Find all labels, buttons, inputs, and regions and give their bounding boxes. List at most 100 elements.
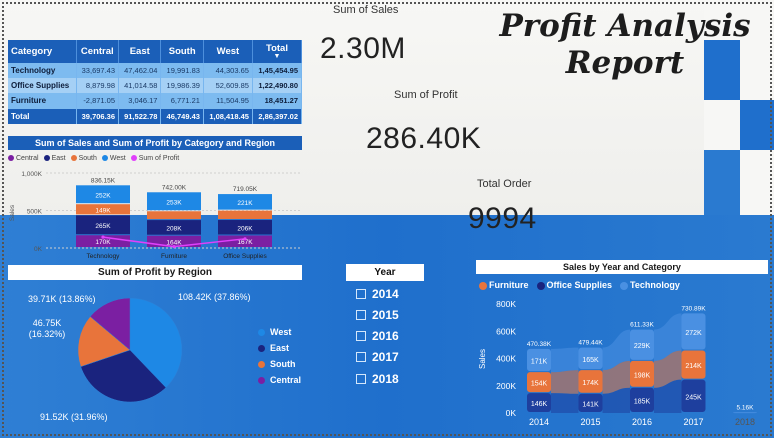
kpi-orders-value[interactable]: 9994 [468, 202, 537, 235]
y-axis-label: Sales [9, 204, 16, 221]
x-tick-label: Furniture [161, 253, 187, 260]
kpi-sales-value[interactable]: 2.30M [320, 32, 406, 65]
category-chart-legend: Central East South West Sum of Profit [8, 155, 179, 162]
legend-dot-icon [70, 155, 77, 162]
year-chart-legend: Furniture Office Supplies Technology [479, 280, 680, 290]
x-tick-label: 2016 [632, 417, 652, 427]
data-label: 221K [237, 200, 253, 207]
data-label: 214K [685, 363, 702, 370]
category-region-chart[interactable]: 0K 500K 1,000K Sales 170K 265K 149K 252K 836.15K… [6, 165, 304, 261]
matrix-header-total[interactable]: Total ▼ [252, 40, 303, 63]
legend-dot-icon [101, 155, 108, 162]
checkbox[interactable] [356, 289, 366, 299]
sort-down-icon[interactable]: ▼ [273, 52, 281, 60]
data-label-bg [92, 221, 114, 230]
matrix-header-east[interactable]: East [118, 40, 162, 63]
data-label: 167K [237, 239, 253, 246]
total-label: 719.05K [233, 186, 258, 193]
matrix-header-south[interactable]: South [160, 40, 204, 63]
year-slicer-item[interactable]: 2014 [356, 286, 399, 302]
legend-dot-icon [620, 281, 629, 290]
table-cell: 47,462.04 [118, 62, 162, 78]
table-cell: 91,522.78 [118, 108, 162, 124]
profit-matrix[interactable]: Category Central East South West Total ▼ … [8, 40, 303, 124]
year-slicer-item[interactable]: 2018 [356, 371, 399, 387]
pie-legend-item[interactable]: Central [258, 375, 301, 385]
year-slicer-item[interactable]: 2016 [356, 328, 399, 344]
data-label: 185K [634, 398, 651, 405]
profit-region-pie[interactable] [70, 285, 190, 415]
legend-item[interactable]: Technology [620, 280, 680, 290]
data-label-bg [92, 237, 114, 246]
data-label: 206K [237, 225, 253, 232]
report-title-line2: Report [565, 45, 685, 81]
legend-dot-icon [258, 376, 265, 384]
legend-item[interactable]: Furniture [479, 280, 529, 290]
ribbon [654, 313, 682, 361]
pie-slice [129, 297, 183, 388]
matrix-header-total-label: Total [265, 42, 288, 54]
data-label: 245K [685, 394, 702, 401]
data-label: 229K [634, 343, 651, 350]
legend-item[interactable]: Central [8, 155, 39, 162]
legend-item[interactable]: West [101, 155, 126, 162]
pie-label-west: 108.42K (37.86%) [178, 292, 251, 302]
bar-segment [681, 379, 706, 412]
legend-label: East [51, 155, 66, 162]
legend-label: West [270, 327, 292, 337]
bar-segment [527, 348, 551, 372]
data-label: 252K [95, 192, 111, 199]
kpi-profit-value[interactable]: 286.40K [366, 122, 482, 155]
table-row[interactable]: Technology 33,697.43 47,462.04 19,991.83… [8, 62, 303, 78]
legend-item[interactable]: Sum of Profit [130, 155, 180, 162]
pie-legend-item[interactable]: South [258, 359, 296, 369]
x-tick-label: Technology [87, 253, 121, 260]
legend-item[interactable]: South [70, 155, 97, 162]
checkbox[interactable] [356, 310, 366, 320]
data-label-bg [234, 198, 256, 207]
ribbon [551, 347, 579, 373]
legend-dot-icon [8, 155, 14, 162]
data-label: 149K [95, 207, 111, 214]
bar-segment [527, 393, 551, 412]
pie-legend-item[interactable]: East [258, 343, 289, 353]
table-row[interactable]: Furniture -2,871.05 3,046.17 6,771.21 11… [8, 93, 303, 109]
legend-dot-icon [43, 155, 50, 162]
data-label: 265K [95, 223, 111, 230]
x-tick-label: 2014 [529, 417, 549, 427]
table-cell: 39,706.36 [76, 108, 120, 124]
y-axis-label: Sales [478, 349, 487, 369]
year-slicer-label: 2015 [372, 308, 399, 322]
legend-item[interactable]: Office Supplies [536, 280, 612, 290]
table-cell: 33,697.43 [76, 62, 120, 78]
table-row[interactable]: Office Supplies 8,879.98 41,014.58 19,98… [8, 77, 303, 94]
year-slicer-item[interactable]: 2015 [356, 307, 399, 323]
checkbox[interactable] [356, 374, 366, 384]
table-total-row[interactable]: Total 39,706.36 91,522.78 46,749.43 1,08… [8, 108, 303, 124]
matrix-header-west[interactable]: West [203, 40, 253, 63]
pie-legend-item[interactable]: West [258, 327, 291, 337]
legend-dot-icon [130, 155, 137, 162]
sales-year-category-chart[interactable]: 0K 200K 400K 600K 800K Sales 146K 154K 171K 470.3… [476, 294, 772, 434]
total-label: 611.33K [630, 322, 654, 329]
pie-label-east: 91.52K (31.96%) [40, 412, 108, 422]
profit-point [243, 237, 247, 241]
bar-segment [630, 387, 654, 412]
legend-label: South [78, 155, 97, 162]
legend-item[interactable]: East [43, 155, 66, 162]
checkbox[interactable] [356, 331, 366, 341]
data-label: 146K [531, 401, 548, 408]
legend-dot-icon [258, 328, 265, 336]
total-label: 836.15K [91, 177, 116, 184]
legend-label: Sum of Profit [138, 155, 180, 162]
checkbox[interactable] [356, 352, 366, 362]
legend-dot-icon [258, 344, 265, 352]
matrix-header-central[interactable]: Central [76, 40, 120, 63]
legend-label: Central [16, 155, 39, 162]
matrix-header-row: Category Central East South West Total ▼ [8, 40, 303, 63]
data-label: 198K [634, 372, 651, 379]
year-slicer-item[interactable]: 2017 [356, 349, 399, 365]
table-cell: 19,986.39 [160, 77, 204, 94]
matrix-header-category[interactable]: Category [8, 40, 77, 63]
bar-segment [578, 393, 603, 412]
